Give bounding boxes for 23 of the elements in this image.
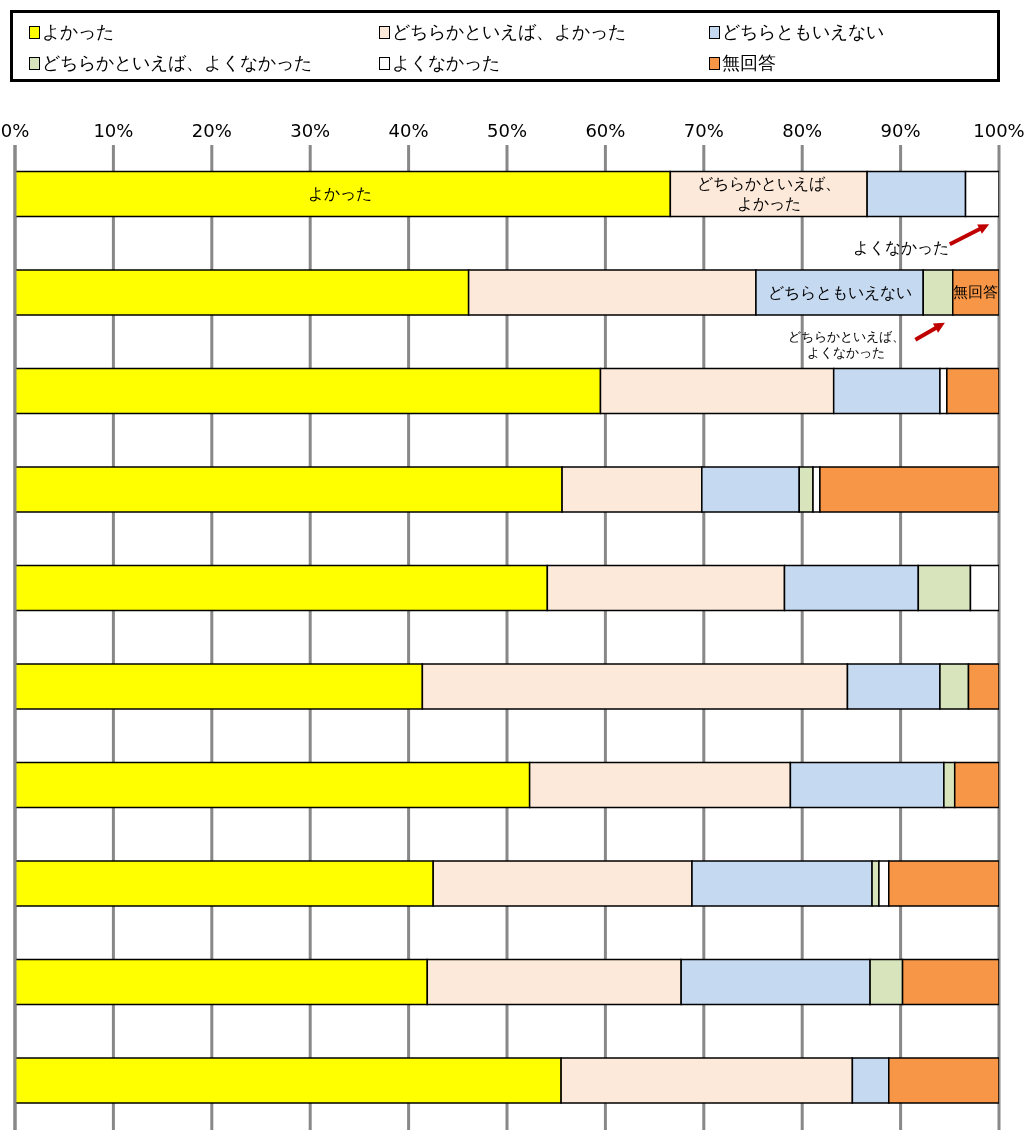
x-tick-label: 50% <box>486 120 528 141</box>
x-tick-label: 30% <box>290 120 331 141</box>
annotation: よかった <box>307 184 372 205</box>
x-tick-label: 70% <box>683 120 724 141</box>
legend-label: どちらかといえば、よかった <box>392 20 626 44</box>
annotation: どちらともいえない <box>767 282 912 303</box>
x-tick-label: 90% <box>880 120 921 141</box>
x-tick-label: 10% <box>93 120 134 141</box>
annotation: どちらかといえば、よくなかった <box>787 329 906 361</box>
annotation: 無回答 <box>952 283 998 303</box>
x-tick-label: 20% <box>191 120 232 141</box>
x-tick-label: 0% <box>0 120 30 141</box>
legend-label: どちらかといえば、よくなかった <box>42 51 312 75</box>
legend-label: よかった <box>42 20 114 44</box>
annotation: どちらかといえば、よかった <box>695 174 842 215</box>
x-tick-label: 40% <box>388 120 429 141</box>
x-tick-label: 60% <box>585 120 626 141</box>
annotation: よくなかった <box>852 238 949 259</box>
x-tick-label: 80% <box>782 120 823 141</box>
legend-label: よくなかった <box>392 51 500 75</box>
x-tick-label: 100% <box>973 120 1025 141</box>
legend-label: 無回答 <box>722 51 776 75</box>
legend-label: どちらともいえない <box>722 20 884 44</box>
